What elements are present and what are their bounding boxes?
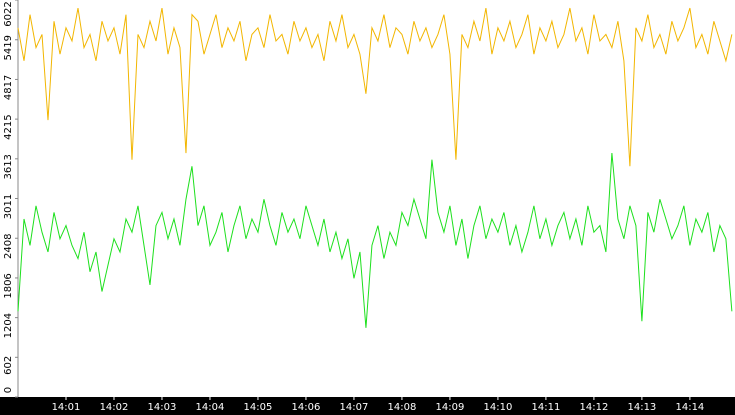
x-tick-label: 14:02 bbox=[100, 402, 129, 413]
series-line bbox=[17, 7, 733, 167]
x-tick-label: 14:08 bbox=[388, 402, 417, 413]
y-tick-label: 1204 bbox=[3, 313, 14, 338]
y-tick-label: 3613 bbox=[3, 154, 14, 179]
y-tick-label: 602 bbox=[3, 356, 14, 375]
y-tick-label: 0 bbox=[3, 387, 14, 393]
x-tick-label: 14:06 bbox=[292, 402, 321, 413]
x-tick-label: 14:04 bbox=[196, 402, 225, 413]
y-tick-label: 4817 bbox=[3, 75, 14, 100]
x-tick-label: 14:09 bbox=[436, 402, 465, 413]
y-tick-label: 3011 bbox=[3, 194, 14, 219]
y-tick-label: 4215 bbox=[3, 114, 14, 139]
x-tick-label: 14:01 bbox=[52, 402, 81, 413]
x-tick-label: 14:14 bbox=[675, 402, 704, 413]
x-tick-label: 14:03 bbox=[148, 402, 177, 413]
x-tick-label: 14:11 bbox=[531, 402, 560, 413]
series-line bbox=[17, 153, 733, 328]
x-axis-bar bbox=[0, 397, 735, 415]
y-tick-label: 1806 bbox=[3, 273, 14, 298]
x-tick-label: 14:10 bbox=[484, 402, 513, 413]
x-tick-label: 14:12 bbox=[579, 402, 608, 413]
x-tick-label: 14:05 bbox=[244, 402, 273, 413]
y-tick-label: 5419 bbox=[3, 35, 14, 60]
y-tick-label: 2408 bbox=[3, 234, 14, 259]
x-tick-label: 14:13 bbox=[627, 402, 656, 413]
y-tick-label: 6022 bbox=[3, 1, 14, 26]
x-tick-label: 14:07 bbox=[340, 402, 369, 413]
